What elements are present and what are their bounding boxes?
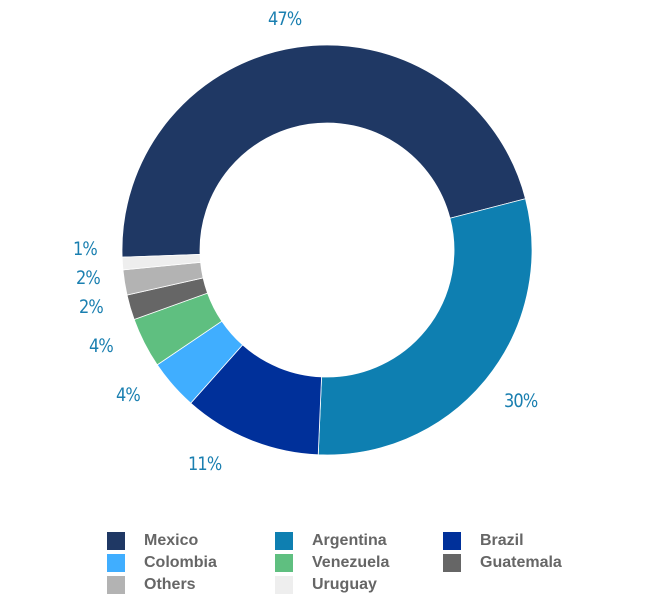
legend-item-mexico: Mexico — [107, 530, 198, 552]
data-label: 30% — [504, 390, 538, 412]
legend-label: Argentina — [312, 532, 387, 549]
data-label: 4% — [89, 335, 114, 357]
legend-swatch — [107, 576, 125, 594]
legend-label: Uruguay — [312, 576, 377, 593]
legend-item-others: Others — [107, 574, 196, 596]
data-label: 47% — [268, 8, 302, 30]
legend-item-uruguay: Uruguay — [275, 574, 377, 596]
donut-chart — [121, 44, 533, 456]
legend-item-argentina: Argentina — [275, 530, 387, 552]
data-label: 4% — [116, 384, 141, 406]
slice-argentina — [317, 198, 533, 456]
data-label: 2% — [76, 267, 101, 289]
legend-item-brazil: Brazil — [443, 530, 524, 552]
legend-label: Colombia — [144, 554, 217, 571]
legend-item-colombia: Colombia — [107, 552, 217, 574]
legend-swatch — [275, 554, 293, 572]
legend-swatch — [443, 532, 461, 550]
legend-item-venezuela: Venezuela — [275, 552, 389, 574]
legend-swatch — [107, 532, 125, 550]
legend-swatch — [443, 554, 461, 572]
slice-uruguay — [121, 254, 202, 271]
legend-swatch — [275, 532, 293, 550]
legend-label: Guatemala — [480, 554, 562, 571]
slice-mexico — [121, 44, 526, 258]
legend-item-guatemala: Guatemala — [443, 552, 562, 574]
legend-swatch — [275, 576, 293, 594]
data-label: 1% — [73, 238, 98, 260]
data-label: 11% — [188, 453, 222, 475]
legend-swatch — [107, 554, 125, 572]
legend-label: Mexico — [144, 532, 199, 549]
legend-label: Brazil — [480, 532, 524, 549]
legend-label: Others — [144, 576, 196, 593]
legend-label: Venezuela — [312, 554, 390, 571]
data-label: 2% — [79, 296, 104, 318]
